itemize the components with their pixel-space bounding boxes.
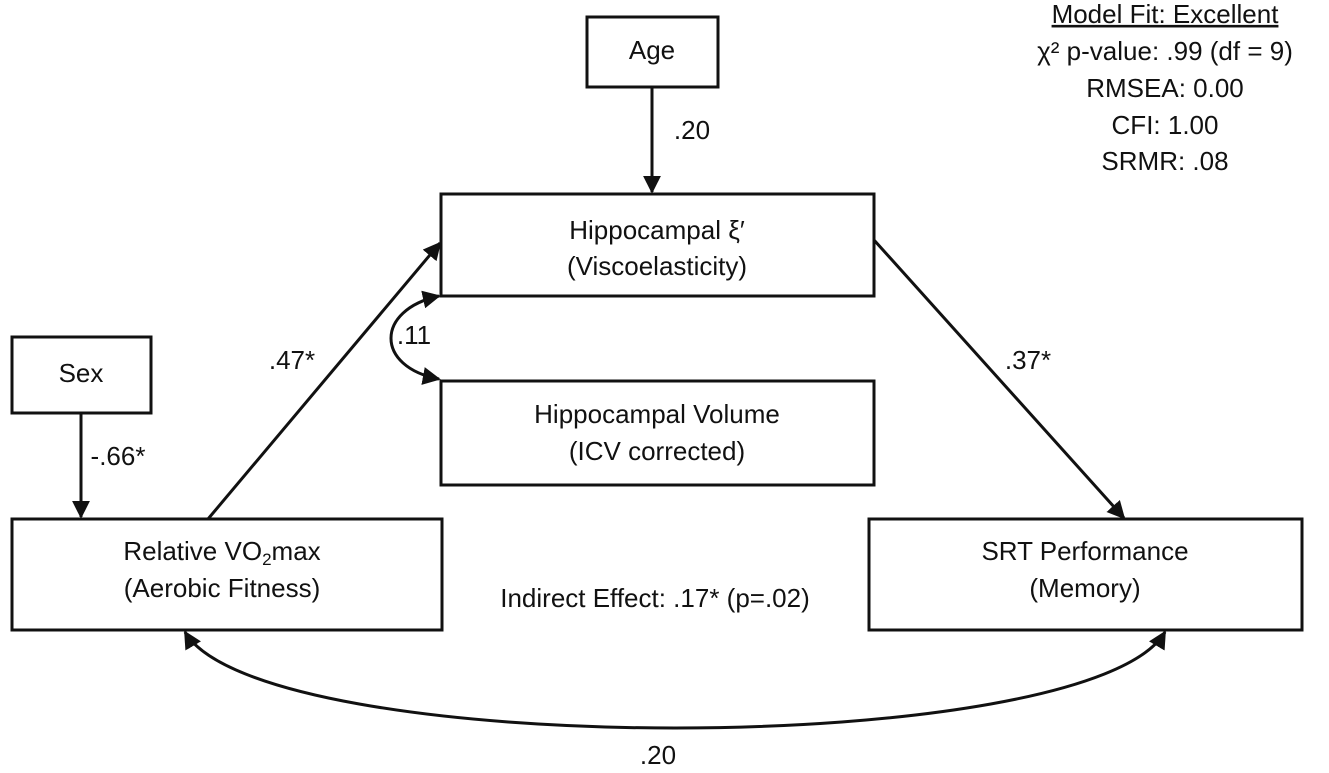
covariance-arrow (183, 630, 1167, 730)
node-label: Hippocampal Volume (534, 399, 780, 429)
node-label: (Viscoelasticity) (567, 251, 747, 281)
edge-label: -.66* (91, 441, 146, 471)
node-label: SRT Performance (981, 536, 1188, 566)
node-box (10, 517, 444, 632)
fit-line: SRMR: .08 (1101, 146, 1228, 176)
node-label: (ICV corrected) (569, 436, 745, 466)
node-label: Sex (59, 358, 104, 388)
edge-label: .11 (397, 320, 431, 350)
edge-label: .20 (640, 740, 676, 770)
fit-line: CFI: 1.00 (1112, 110, 1219, 140)
fit-line: RMSEA: 0.00 (1086, 73, 1244, 103)
fit-line: χ² p-value: .99 (df = 9) (1037, 36, 1293, 66)
fit-title: Model Fit: Excellent (1052, 0, 1280, 29)
node-box (585, 15, 720, 89)
node-box (439, 192, 876, 298)
edge-label: .20 (674, 115, 710, 145)
label-part: Relative VO (123, 536, 262, 566)
node-label: Age (629, 35, 675, 65)
node-label: Hippocampal ξ′ (569, 215, 745, 245)
label-part: max (272, 536, 321, 566)
node-box (867, 517, 1304, 632)
node-label: (Aerobic Fitness) (124, 573, 321, 603)
subscript: 2 (262, 550, 271, 569)
indirect-effect: Indirect Effect: .17* (p=.02) (500, 583, 810, 613)
arrow (872, 238, 1126, 520)
arrow (206, 241, 442, 520)
node-label: Relative VO2max (123, 536, 320, 570)
covariance-arrow (389, 290, 441, 385)
node-box (439, 379, 876, 487)
node-label: (Memory) (1029, 573, 1140, 603)
edge-label: .47* (269, 345, 315, 375)
edge-label: .37* (1005, 345, 1051, 375)
node-box (10, 335, 153, 415)
